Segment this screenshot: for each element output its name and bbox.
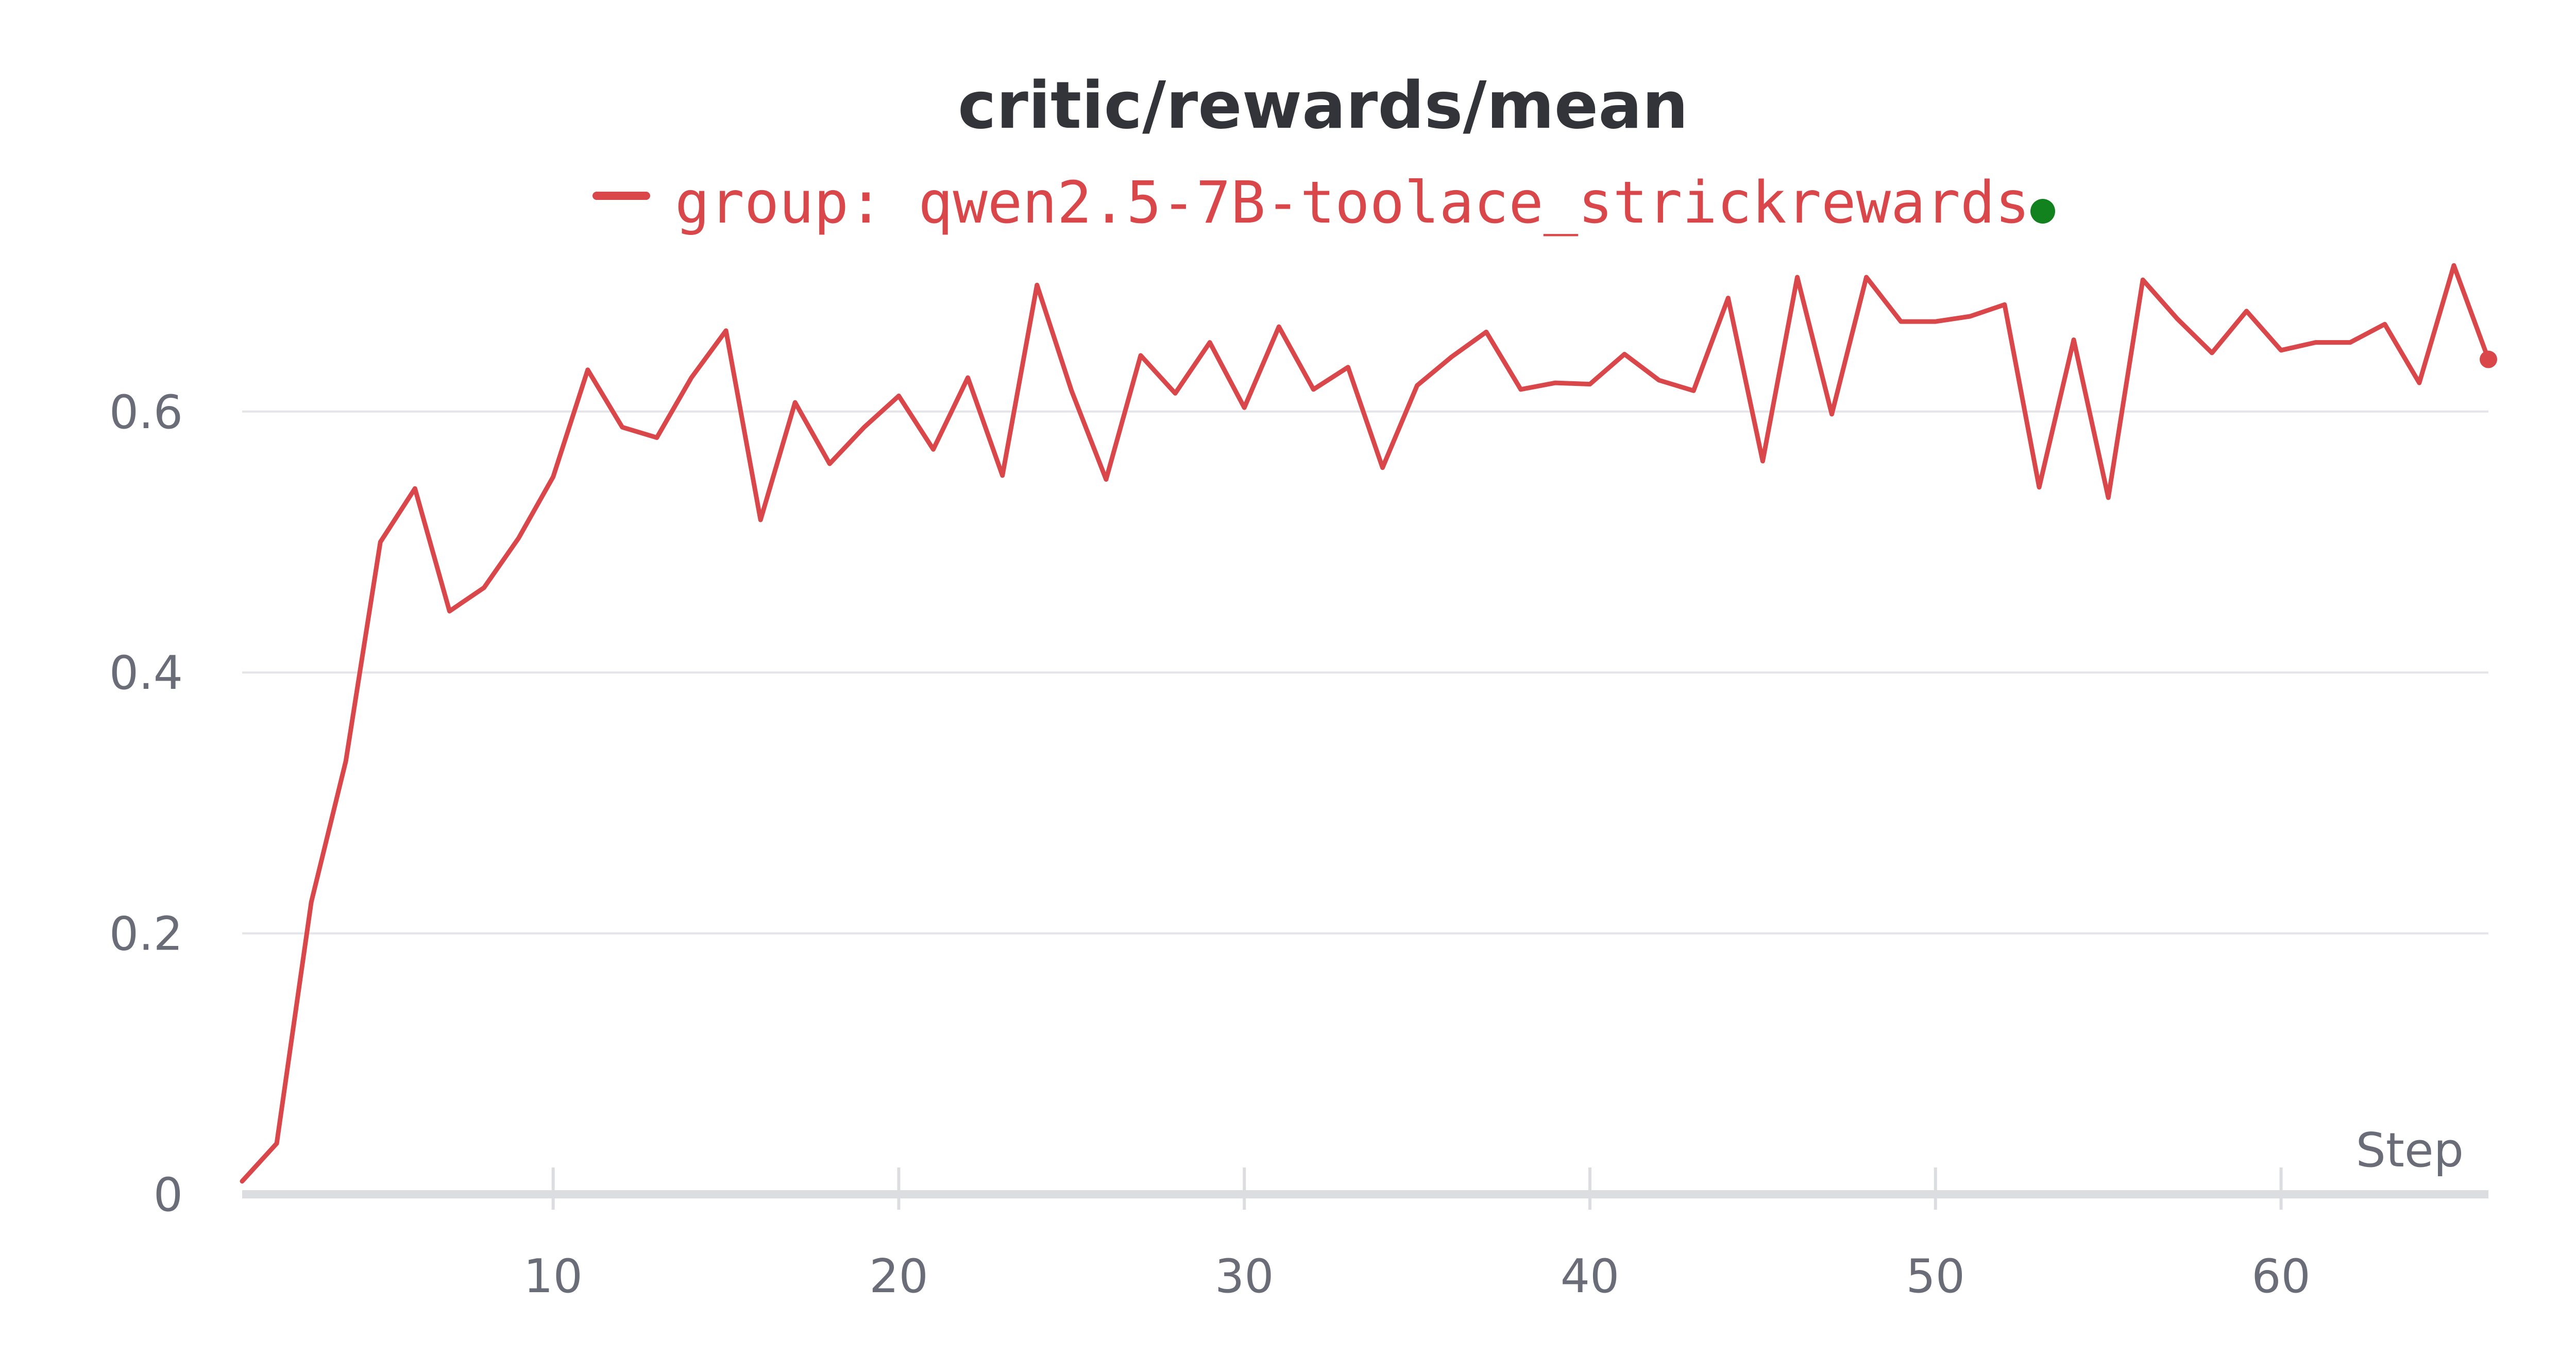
series-end-point[interactable] bbox=[2480, 350, 2497, 368]
gridlines bbox=[242, 410, 2488, 935]
status-dot-icon bbox=[2030, 199, 2055, 224]
x-axis: 10 20 30 40 50 60 bbox=[242, 1167, 2488, 1304]
y-axis: 0 0.2 0.4 0.6 bbox=[109, 385, 183, 1222]
x-tick-label: 10 bbox=[523, 1249, 583, 1304]
y-tick-label: 0.4 bbox=[109, 646, 183, 700]
legend-swatch bbox=[592, 192, 650, 200]
legend[interactable]: group: qwen2.5-7B-toolace_strickrewards bbox=[592, 170, 2055, 236]
x-tick-label: 40 bbox=[1561, 1249, 1620, 1304]
legend-label: group: qwen2.5-7B-toolace_strickrewards bbox=[675, 170, 2030, 236]
y-tick-label: 0.2 bbox=[109, 907, 183, 961]
x-tick-label: 20 bbox=[869, 1249, 928, 1304]
chart-title: critic/rewards/mean bbox=[958, 67, 1688, 143]
series-line[interactable] bbox=[240, 263, 2491, 1184]
series-layer bbox=[240, 263, 2497, 1184]
x-axis-title: Step bbox=[2356, 1123, 2464, 1178]
y-tick-label: 0 bbox=[154, 1168, 183, 1222]
y-tick-label: 0.6 bbox=[109, 385, 183, 439]
x-tick-label: 30 bbox=[1215, 1249, 1274, 1304]
x-tick-label: 60 bbox=[2251, 1249, 2311, 1304]
x-tick-label: 50 bbox=[1906, 1249, 1965, 1304]
